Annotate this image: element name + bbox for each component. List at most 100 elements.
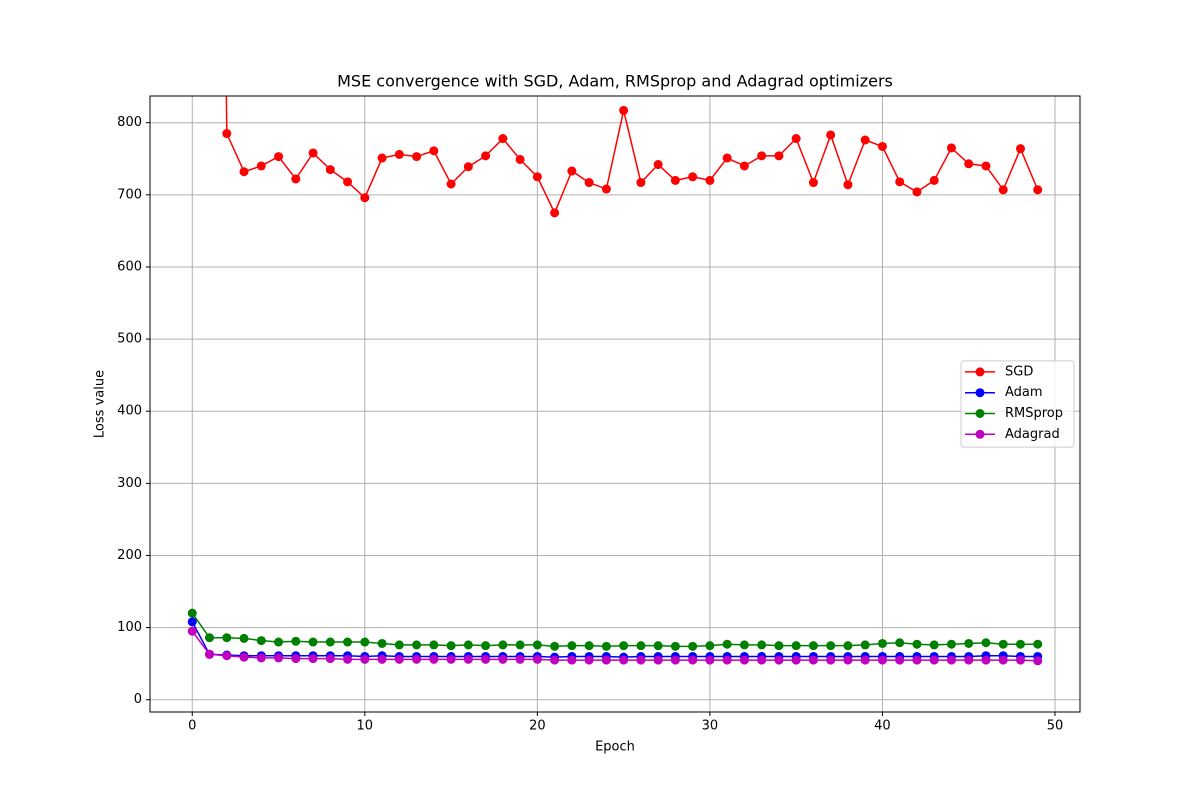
point [239,652,249,662]
point [394,654,404,664]
point [515,654,525,664]
point [964,655,974,665]
point [1033,639,1043,649]
point [946,143,956,153]
y-tick-label: 400 [117,404,142,419]
point [567,655,577,665]
point [343,654,353,664]
point [808,655,818,665]
point [843,180,853,190]
point [998,639,1008,649]
point [343,177,353,187]
point [394,640,404,650]
point [360,637,370,647]
point [446,654,456,664]
point [791,655,801,665]
point [826,641,836,651]
axes-frame [149,95,1081,713]
y-tick-label: 200 [117,548,142,563]
point [757,640,767,650]
point [308,654,318,664]
point [446,179,456,189]
point [1015,639,1025,649]
point [325,165,335,175]
point [636,655,646,665]
point [222,651,232,661]
point [826,130,836,140]
point [1015,144,1025,154]
point [532,654,542,664]
point [964,638,974,648]
point [895,638,905,648]
y-axis-label: Loss value [93,370,108,438]
point [774,151,784,161]
point [205,649,215,659]
point [843,641,853,651]
x-tick-label: 40 [874,719,891,734]
point [774,641,784,651]
point [826,655,836,665]
point [791,134,801,144]
x-tick-label: 20 [529,719,546,734]
point [757,151,767,161]
point [274,653,284,663]
point [377,153,387,163]
y-tick-label: 500 [117,332,142,347]
point [929,640,939,650]
x-tick-label: 30 [702,719,719,734]
point [601,184,611,194]
point [946,639,956,649]
point [739,161,749,171]
point [205,633,215,643]
point [981,655,991,665]
point [860,640,870,650]
point [498,640,508,650]
point [481,641,491,651]
point [429,640,439,650]
point [412,640,422,650]
point [429,146,439,156]
point [688,641,698,651]
point [619,655,629,665]
point [274,637,284,647]
legend-marker [975,429,985,439]
y-tick-label: 100 [117,620,142,635]
point [325,654,335,664]
point [895,177,905,187]
y-tick-label: 0 [134,692,142,707]
point [912,187,922,197]
point [498,134,508,144]
point [929,175,939,185]
point [653,655,663,665]
point [550,655,560,665]
point [791,641,801,651]
point [774,655,784,665]
point [808,178,818,188]
point [481,151,491,161]
point [239,633,249,643]
point [446,641,456,651]
point [1033,185,1043,195]
point [653,160,663,170]
point [998,655,1008,665]
point [256,636,266,646]
point [877,638,887,648]
legend-marker [975,388,985,398]
x-axis-label: Epoch [595,740,635,755]
point [981,161,991,171]
point [532,640,542,650]
point [325,637,335,647]
point [360,654,370,664]
point [360,193,370,203]
legend-label: RMSprop [1005,406,1063,421]
y-tick-label: 700 [117,187,142,202]
point [601,655,611,665]
point [705,175,715,185]
point [222,129,232,139]
point [515,640,525,650]
y-tick-label: 300 [117,476,142,491]
legend-label: Adam [1005,385,1043,400]
point [291,174,301,184]
plot-area [187,96,1043,666]
point [981,638,991,648]
